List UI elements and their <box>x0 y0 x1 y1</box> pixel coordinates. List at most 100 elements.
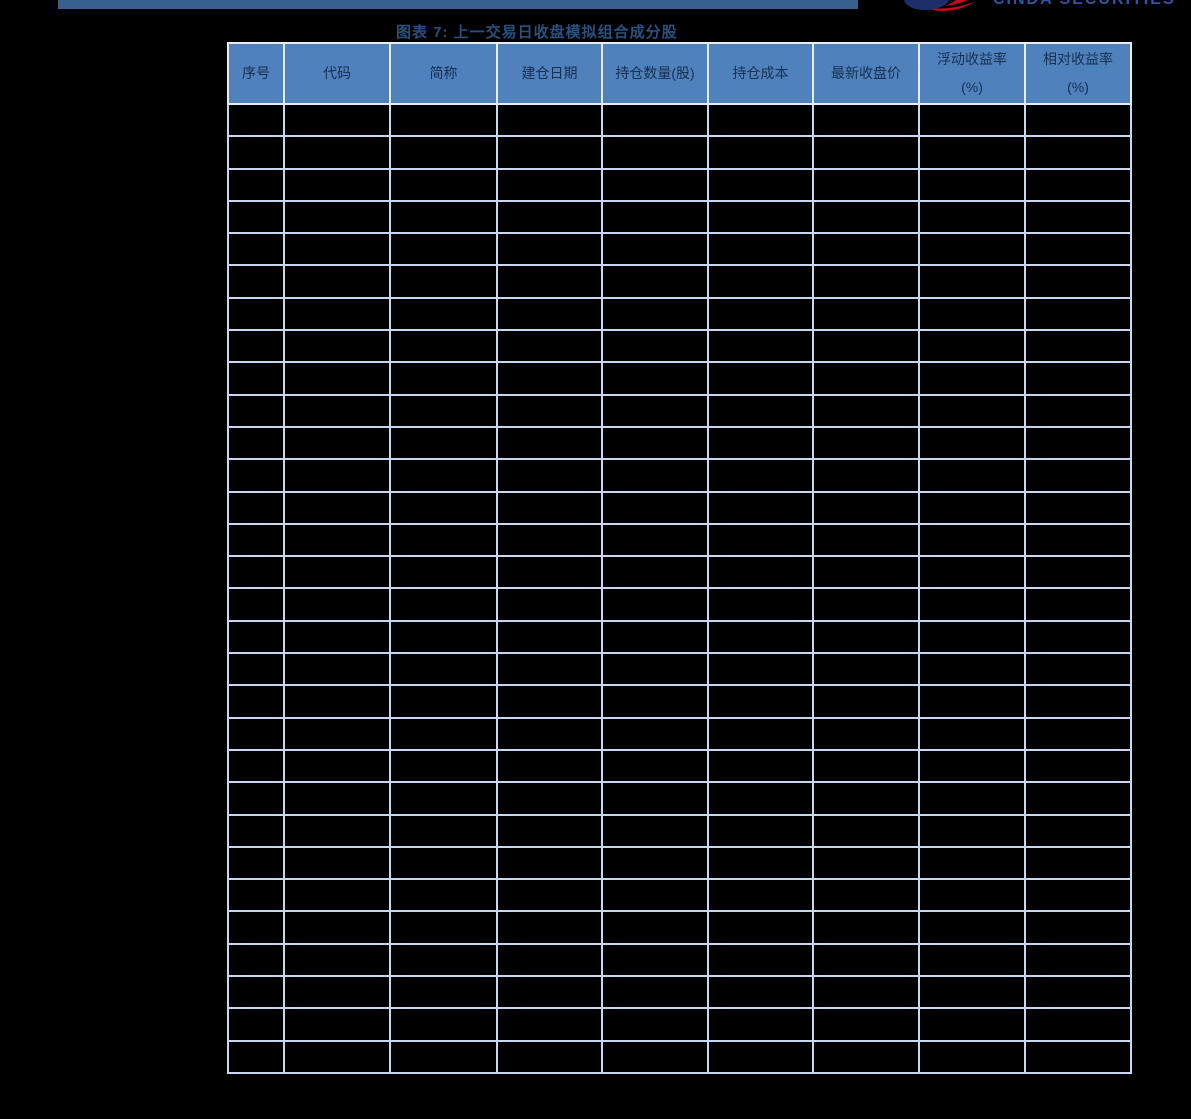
table-cell <box>918 716 1026 751</box>
table-cell <box>496 1007 603 1042</box>
table-cell <box>227 296 285 332</box>
table-cell <box>812 102 920 138</box>
col-header-latest-close: 最新收盘价 <box>812 42 920 105</box>
table-cell <box>918 329 1026 364</box>
table-cell <box>227 813 285 848</box>
table-cell <box>389 587 498 622</box>
table-cell <box>601 522 709 558</box>
cinda-logo-mark-icon <box>904 0 975 11</box>
table-cell <box>1024 748 1132 784</box>
table-cell <box>601 135 709 170</box>
table-cell <box>812 619 920 655</box>
table-cell <box>812 199 920 235</box>
table-cell <box>389 684 498 719</box>
table-cell <box>1024 393 1132 428</box>
table-cell <box>707 716 814 751</box>
table-cell <box>496 393 603 428</box>
table-cell <box>496 684 603 719</box>
table-cell <box>227 490 285 525</box>
top-accent-bar <box>58 0 858 9</box>
table-cell <box>389 458 498 493</box>
table-cell <box>227 555 285 590</box>
table-row <box>227 684 1132 719</box>
table-cell <box>812 587 920 622</box>
table-cell <box>707 361 814 396</box>
table-cell <box>283 845 391 881</box>
table-cell <box>812 555 920 590</box>
table-cell <box>283 652 391 687</box>
table-cell <box>283 329 391 364</box>
table-cell <box>1024 361 1132 396</box>
col-header-quantity: 持仓数量(股) <box>601 42 709 105</box>
table-cell <box>389 942 498 978</box>
table-cell <box>812 458 920 493</box>
table-cell <box>707 329 814 364</box>
table-cell <box>918 748 1026 784</box>
table-cell <box>601 652 709 687</box>
table-cell <box>812 748 920 784</box>
table-row <box>227 361 1132 396</box>
table-cell <box>812 942 920 978</box>
table-cell <box>389 135 498 170</box>
table-cell <box>1024 652 1132 687</box>
table-cell <box>496 329 603 364</box>
table-cell <box>707 458 814 493</box>
table-cell <box>812 329 920 364</box>
table-cell <box>283 716 391 751</box>
table-cell <box>918 232 1026 267</box>
table-cell <box>496 619 603 655</box>
table-cell <box>918 425 1026 461</box>
table-cell <box>227 135 285 170</box>
table-cell <box>227 942 285 978</box>
table-cell <box>707 781 814 816</box>
table-cell <box>1024 587 1132 622</box>
table-cell <box>496 1039 603 1074</box>
table-cell <box>812 264 920 299</box>
table-cell <box>601 975 709 1010</box>
table-cell <box>1024 781 1132 816</box>
table-cell <box>812 361 920 396</box>
table-row <box>227 1007 1132 1042</box>
table-cell <box>389 652 498 687</box>
table-cell <box>496 490 603 525</box>
table-row <box>227 619 1132 655</box>
table-cell <box>918 555 1026 590</box>
table-cell <box>918 264 1026 299</box>
table-cell <box>707 587 814 622</box>
table-cell <box>812 393 920 428</box>
table-cell <box>812 135 920 170</box>
table-cell <box>1024 845 1132 881</box>
table-cell <box>812 975 920 1010</box>
table-cell <box>283 555 391 590</box>
table-cell <box>227 393 285 428</box>
table-cell <box>918 393 1026 428</box>
table-cell <box>1024 522 1132 558</box>
table-cell <box>601 490 709 525</box>
table-cell <box>283 781 391 816</box>
table-cell <box>601 232 709 267</box>
table-cell <box>389 264 498 299</box>
table-row <box>227 458 1132 493</box>
table-cell <box>227 748 285 784</box>
table-cell <box>496 199 603 235</box>
table-cell <box>227 975 285 1010</box>
table-cell <box>918 878 1026 913</box>
table-cell <box>283 167 391 202</box>
table-cell <box>227 716 285 751</box>
table-row <box>227 425 1132 461</box>
table-cell <box>918 167 1026 202</box>
table-row <box>227 781 1132 816</box>
table-cell <box>707 1039 814 1074</box>
table-cell <box>283 102 391 138</box>
table-row <box>227 555 1132 590</box>
table-cell <box>496 232 603 267</box>
table-cell <box>812 296 920 332</box>
table-cell <box>601 781 709 816</box>
table-cell <box>812 425 920 461</box>
table-cell <box>389 329 498 364</box>
table-cell <box>601 102 709 138</box>
table-cell <box>707 748 814 784</box>
table-row <box>227 490 1132 525</box>
table-cell <box>1024 135 1132 170</box>
table-cell <box>601 296 709 332</box>
